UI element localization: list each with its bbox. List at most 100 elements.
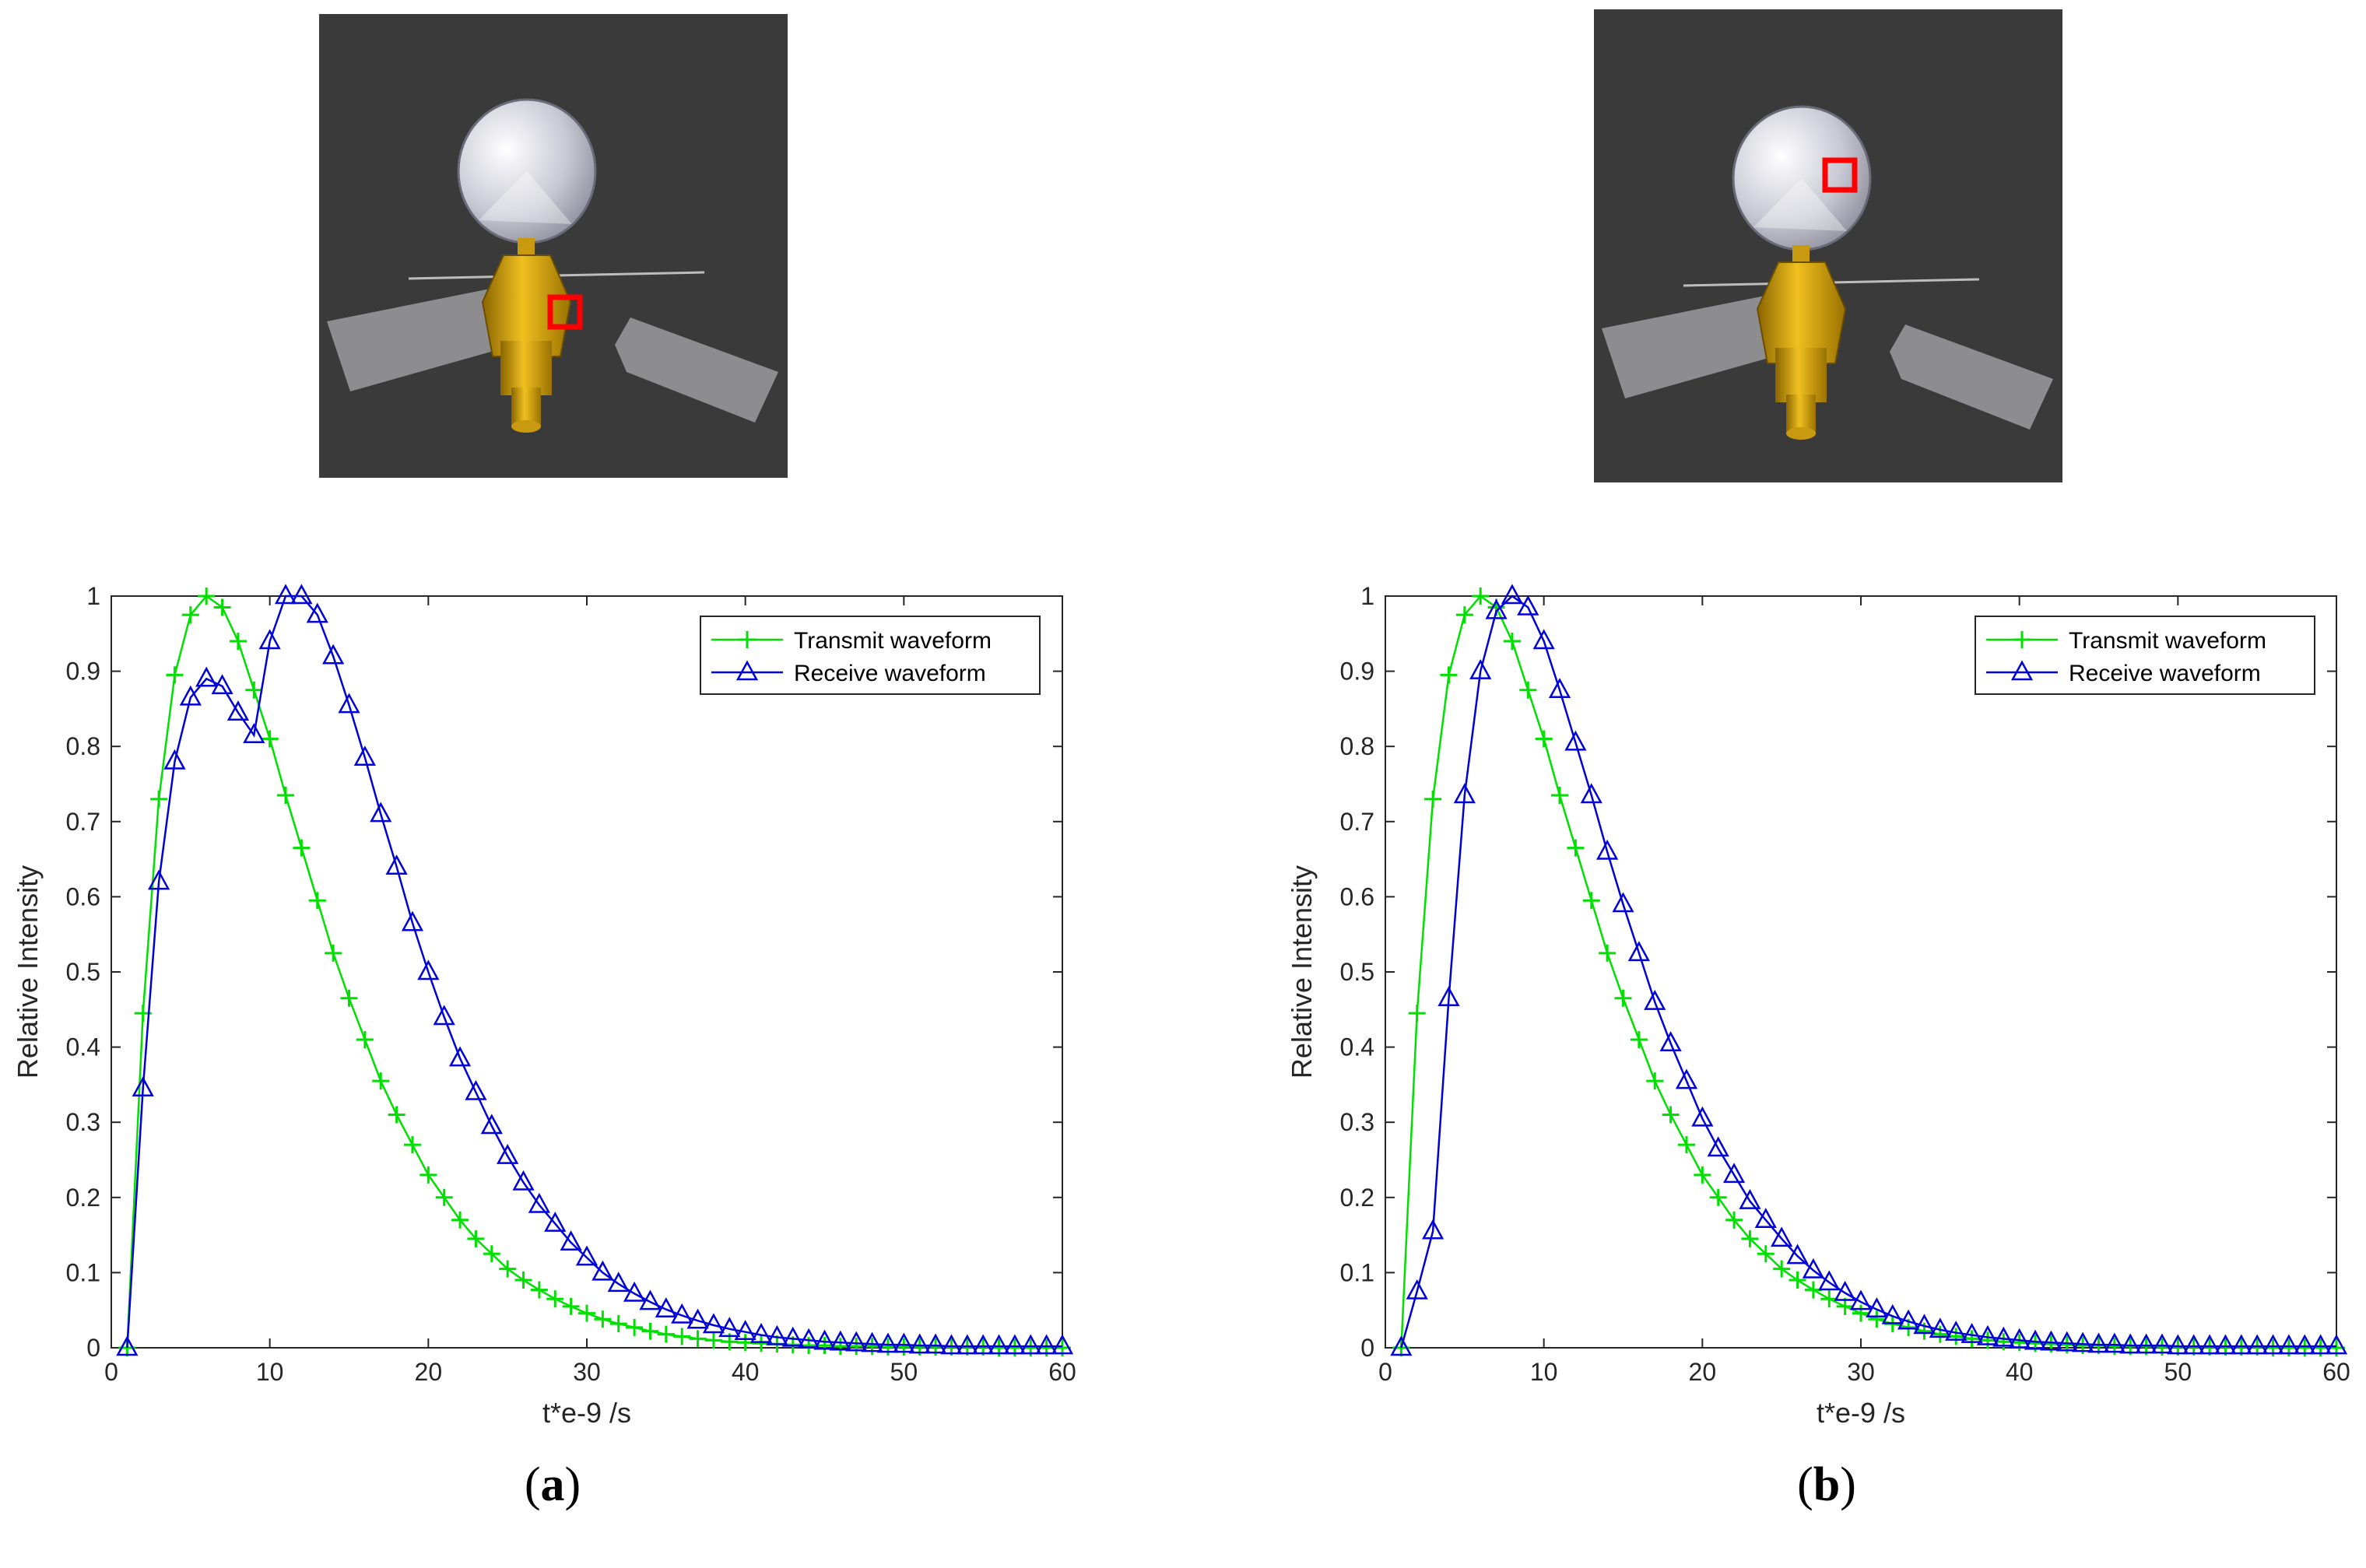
legend: Transmit waveform Receive waveform xyxy=(700,616,1041,695)
data-point-plus xyxy=(753,1335,771,1352)
y-tick-label: 0.9 xyxy=(66,658,100,686)
data-point-plus xyxy=(831,1338,849,1356)
y-tick-label: 0.6 xyxy=(1340,882,1374,910)
data-point-plus xyxy=(1963,1330,1981,1348)
data-point-triangle xyxy=(592,1260,614,1281)
data-point-triangle xyxy=(1501,584,1524,605)
legend: Transmit waveform Receive waveform xyxy=(1975,616,2315,695)
data-point-triangle xyxy=(226,700,250,721)
legend-box xyxy=(700,616,1041,695)
data-point-triangle xyxy=(972,1334,995,1355)
data-point-triangle xyxy=(1961,1322,1983,1343)
data-point-plus xyxy=(277,786,295,804)
receive-waveform-series xyxy=(1390,584,2348,1356)
data-point-plus xyxy=(641,1322,659,1340)
chart-axes: 0 10 20 30 40 50 60 0 0.1 0.2 0.3 0.4 0.5 0.6 0.7 0.8 0.… xyxy=(12,582,1076,1429)
data-point-triangle xyxy=(1469,658,1492,679)
legend-marker-plus xyxy=(739,631,756,648)
data-point-plus xyxy=(483,1245,500,1263)
data-point-plus xyxy=(181,606,199,624)
data-point-triangle xyxy=(1929,1317,1951,1338)
data-point-triangle xyxy=(2262,1334,2284,1355)
y-tick-label: 0.2 xyxy=(66,1184,100,1212)
data-point-triangle xyxy=(1485,598,1508,619)
data-point-plus xyxy=(1789,1272,1806,1289)
data-point-plus xyxy=(546,1290,564,1308)
x-axis-label: t*e-9 /s xyxy=(542,1397,631,1429)
data-point-plus xyxy=(626,1318,644,1336)
data-point-triangle xyxy=(2135,1333,2157,1354)
panel-label-close: ) xyxy=(565,1458,581,1511)
data-point-plus xyxy=(578,1304,595,1322)
data-point-triangle xyxy=(940,1334,963,1355)
data-point-plus xyxy=(1757,1245,1774,1263)
data-point-triangle xyxy=(1003,1334,1027,1355)
y-tick-label: 0 xyxy=(1360,1334,1374,1362)
x-tick-label: 60 xyxy=(1048,1358,1076,1386)
data-point-triangle xyxy=(1945,1321,1968,1341)
data-point-triangle xyxy=(1035,1334,1058,1355)
data-point-plus xyxy=(340,989,358,1007)
data-point-triangle xyxy=(1691,1106,1714,1127)
legend-entry-label: Transmit waveform xyxy=(794,628,992,654)
data-point-plus xyxy=(848,1338,865,1356)
y-tick-label: 0.3 xyxy=(1340,1108,1374,1136)
data-point-plus xyxy=(1408,1005,1426,1023)
data-point-plus xyxy=(1852,1304,1869,1322)
data-point-plus xyxy=(419,1166,437,1184)
data-point-triangle xyxy=(908,1333,931,1354)
data-point-triangle xyxy=(876,1332,900,1353)
data-point-triangle xyxy=(2230,1334,2252,1355)
y-tick-label: 0.4 xyxy=(1340,1033,1374,1061)
data-point-triangle xyxy=(1406,1279,1428,1300)
data-point-triangle xyxy=(671,1303,693,1324)
data-point-triangle xyxy=(497,1144,519,1164)
data-point-plus xyxy=(388,1106,405,1124)
data-point-triangle xyxy=(465,1079,487,1100)
data-point-triangle xyxy=(1849,1289,1873,1310)
x-tick-label: 50 xyxy=(2164,1358,2192,1386)
data-point-triangle xyxy=(1739,1189,1761,1209)
x-tick-label: 20 xyxy=(415,1358,443,1386)
data-point-triangle xyxy=(829,1330,851,1351)
data-point-triangle xyxy=(655,1297,677,1317)
panel-label-letter: a xyxy=(541,1458,565,1511)
data-point-triangle xyxy=(433,1005,455,1026)
x-tick-label: 30 xyxy=(573,1358,601,1386)
data-point-triangle xyxy=(1020,1334,1042,1355)
data-point-triangle xyxy=(2182,1334,2205,1355)
data-point-triangle xyxy=(2325,1334,2348,1355)
data-point-triangle xyxy=(2087,1332,2110,1353)
data-point-triangle xyxy=(813,1329,836,1350)
panel-label-close: ) xyxy=(1840,1458,1856,1511)
data-point-triangle xyxy=(560,1230,582,1251)
x-tick-label: 40 xyxy=(2006,1358,2034,1386)
data-point-triangle xyxy=(1976,1324,1999,1345)
data-point-triangle xyxy=(385,854,408,875)
data-point-plus xyxy=(1773,1260,1791,1278)
data-point-plus xyxy=(1440,666,1458,684)
data-point-triangle xyxy=(2167,1334,2189,1355)
x-tick-label: 50 xyxy=(890,1358,918,1386)
data-point-triangle xyxy=(2198,1334,2221,1355)
data-point-plus xyxy=(1455,606,1473,624)
data-point-triangle xyxy=(1612,892,1634,913)
data-point-triangle xyxy=(2040,1330,2062,1351)
data-point-triangle xyxy=(781,1326,804,1347)
data-point-triangle xyxy=(575,1245,599,1266)
data-point-triangle xyxy=(798,1328,820,1349)
data-point-triangle xyxy=(370,802,392,823)
data-point-triangle xyxy=(607,1272,630,1293)
data-point-triangle xyxy=(1675,1068,1698,1089)
data-point-plus xyxy=(435,1188,453,1206)
data-point-plus xyxy=(1567,839,1585,857)
y-tick-label: 0.5 xyxy=(1340,958,1374,986)
data-point-triangle xyxy=(718,1317,741,1338)
data-point-plus xyxy=(166,666,184,684)
data-point-triangle xyxy=(893,1332,915,1353)
data-point-triangle xyxy=(1438,986,1460,1007)
y-tick-label: 0.6 xyxy=(66,882,100,910)
satellite-render xyxy=(319,14,788,478)
data-point-triangle xyxy=(1659,1031,1682,1052)
data-point-plus xyxy=(609,1315,627,1333)
